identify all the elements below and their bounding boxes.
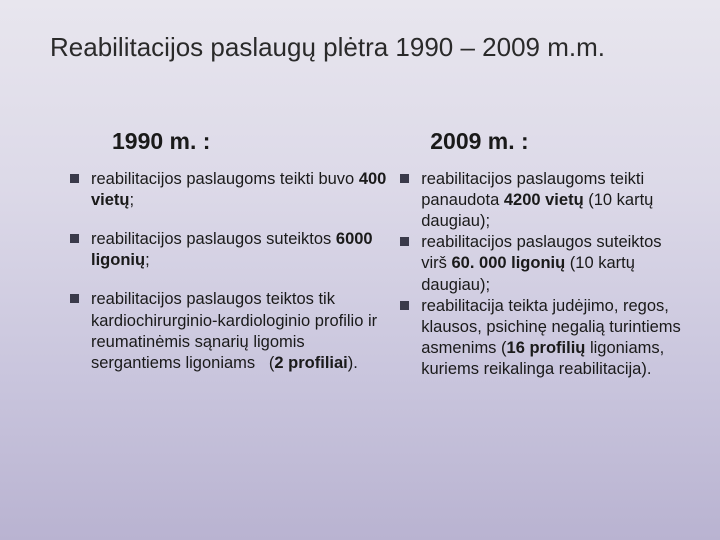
- slide: Reabilitacijos paslaugų plėtra 1990 – 20…: [0, 0, 720, 540]
- list-item: reabilitacijos paslaugoms teikti panaudo…: [400, 169, 690, 232]
- item-text: reabilitacijos paslaugos suteiktos virš …: [421, 232, 690, 295]
- column-1990: 1990 m. : reabilitacijos paslaugoms teik…: [70, 128, 390, 392]
- list-item: reabilitacijos paslaugoms teikti buvo 40…: [70, 169, 390, 211]
- item-text: reabilitacijos paslaugos teiktos tik kar…: [91, 289, 390, 373]
- square-bullet-icon: [400, 237, 409, 246]
- list-item: reabilitacijos paslaugos suteiktos 6000 …: [70, 229, 390, 271]
- item-text: reabilitacijos paslaugos suteiktos 6000 …: [91, 229, 390, 271]
- list-item: reabilitacijos paslaugos teiktos tik kar…: [70, 289, 390, 373]
- column-1990-items: reabilitacijos paslaugoms teikti buvo 40…: [70, 169, 390, 374]
- square-bullet-icon: [400, 174, 409, 183]
- square-bullet-icon: [70, 234, 79, 243]
- square-bullet-icon: [70, 174, 79, 183]
- slide-title: Reabilitacijos paslaugų plėtra 1990 – 20…: [50, 32, 690, 63]
- item-text: reabilitacija teikta judėjimo, regos, kl…: [421, 296, 690, 380]
- square-bullet-icon: [400, 301, 409, 310]
- columns-container: 1990 m. : reabilitacijos paslaugoms teik…: [70, 128, 690, 392]
- column-2009-items: reabilitacijos paslaugoms teikti panaudo…: [400, 169, 690, 380]
- column-2009: 2009 m. : reabilitacijos paslaugoms teik…: [400, 128, 690, 392]
- item-text: reabilitacijos paslaugoms teikti buvo 40…: [91, 169, 390, 211]
- square-bullet-icon: [70, 294, 79, 303]
- column-1990-heading: 1990 m. :: [70, 128, 390, 155]
- column-2009-heading: 2009 m. :: [400, 128, 690, 155]
- item-text: reabilitacijos paslaugoms teikti panaudo…: [421, 169, 690, 232]
- list-item: reabilitacija teikta judėjimo, regos, kl…: [400, 296, 690, 380]
- list-item: reabilitacijos paslaugos suteiktos virš …: [400, 232, 690, 295]
